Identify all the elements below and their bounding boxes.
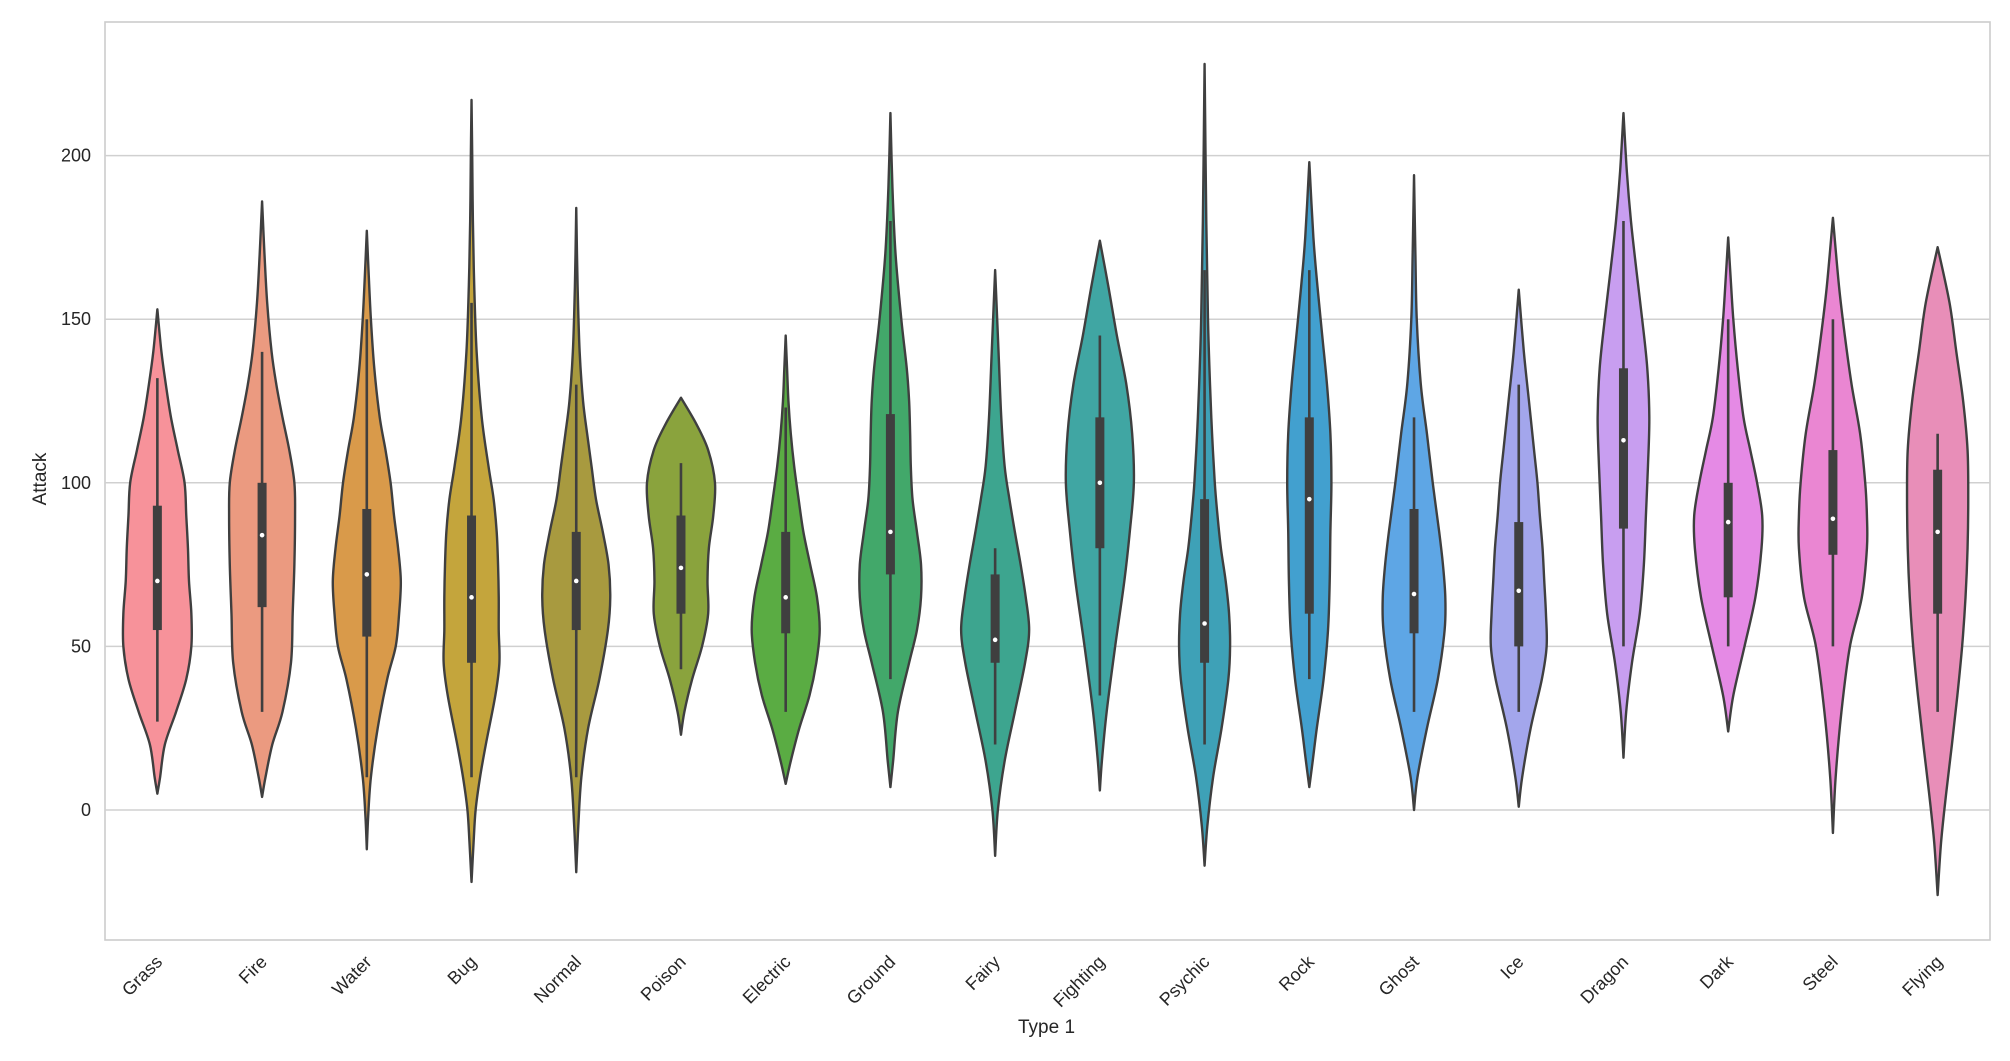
violin-ground <box>858 111 923 789</box>
violin-median <box>1202 621 1207 626</box>
y-tick-labels: 0 50 100 150 200 <box>61 146 91 820</box>
violin-iqr-box <box>885 414 895 575</box>
violin-dark <box>1692 236 1764 733</box>
violin-iqr-box <box>257 482 267 608</box>
x-tick-label: Dragon <box>1576 952 1632 1008</box>
y-tick-label: 0 <box>81 800 91 820</box>
y-tick-label: 100 <box>61 473 91 493</box>
violin-rock <box>1286 160 1333 789</box>
x-tick-label: Poison <box>637 952 690 1005</box>
x-tick-label: Dark <box>1696 951 1738 993</box>
y-axis-label: Attack <box>30 452 51 505</box>
violin-median <box>155 578 160 584</box>
violin-iqr-box <box>676 515 686 614</box>
x-tick-label: Ghost <box>1375 952 1423 1000</box>
violin-ice <box>1489 288 1549 808</box>
y-tick-label: 150 <box>61 309 91 329</box>
violin-median <box>1307 496 1312 502</box>
y-tick-label: 200 <box>61 146 91 166</box>
x-tick-label: Water <box>328 952 376 1000</box>
violin-median <box>678 565 684 571</box>
violin-fighting <box>1064 239 1136 792</box>
violin-bug <box>442 98 501 884</box>
violin-iqr-box <box>1200 499 1210 663</box>
violin-iqr-box <box>1618 368 1628 529</box>
violin-dragon <box>1596 111 1651 759</box>
violin-grass <box>121 308 194 795</box>
violin-median <box>1411 591 1417 597</box>
violin-normal <box>541 206 612 874</box>
violin-median <box>469 595 474 600</box>
x-tick-label: Grass <box>118 952 166 1000</box>
violin-median <box>1725 519 1731 525</box>
violin-psychic <box>1177 62 1232 867</box>
violin-ghost <box>1381 174 1447 812</box>
x-tick-label: Psychic <box>1155 952 1213 1010</box>
x-tick-label: Flying <box>1898 952 1946 1000</box>
x-tick-labels: Grass Fire Water Bug Normal Poison Electric Gro… <box>118 951 1946 1011</box>
x-tick-label: Ice <box>1496 952 1527 983</box>
violin-iqr-box <box>1514 522 1524 647</box>
violin-median <box>1830 516 1836 522</box>
violin-median <box>1097 480 1103 486</box>
x-tick-label: Fighting <box>1049 952 1108 1011</box>
violin-median <box>364 572 370 577</box>
violin-median <box>1935 529 1940 535</box>
violin-water <box>331 229 403 851</box>
violin-median <box>1621 437 1626 443</box>
violin-median <box>783 595 788 600</box>
violin-iqr-box <box>781 531 791 634</box>
violin-poison <box>645 396 717 736</box>
x-tick-label: Steel <box>1799 952 1842 995</box>
grid-lines <box>105 154 1990 811</box>
violin-iqr-box <box>1723 482 1733 598</box>
violin-median <box>1516 588 1522 594</box>
violin-fairy <box>959 268 1031 858</box>
violin-flying <box>1905 246 1970 897</box>
violin-steel <box>1797 216 1869 835</box>
violin-fire <box>227 200 297 799</box>
x-tick-label: Fairy <box>962 952 1004 994</box>
x-tick-label: Fire <box>235 952 271 988</box>
violin-median <box>259 532 265 538</box>
violin-median <box>992 637 998 643</box>
violins <box>121 62 1970 897</box>
x-axis-label: Type 1 <box>1018 1017 1075 1038</box>
violin-median <box>888 529 893 535</box>
violin-iqr-box <box>152 505 162 631</box>
violin-iqr-box <box>1933 469 1943 614</box>
x-tick-label: Bug <box>444 952 481 989</box>
x-tick-label: Electric <box>739 952 795 1008</box>
violin-median <box>573 578 579 584</box>
y-tick-label: 50 <box>71 636 91 656</box>
violin-iqr-box <box>1409 508 1419 634</box>
x-tick-label: Normal <box>530 952 585 1007</box>
violin-iqr-box <box>990 574 1000 663</box>
x-tick-label: Rock <box>1275 951 1319 995</box>
violin-iqr-box <box>1304 417 1314 614</box>
violin-iqr-box <box>467 515 477 663</box>
violin-electric <box>750 334 821 786</box>
violin-iqr-box <box>1828 450 1838 555</box>
x-tick-label: Ground <box>843 952 900 1009</box>
plot-area <box>104 21 1991 941</box>
